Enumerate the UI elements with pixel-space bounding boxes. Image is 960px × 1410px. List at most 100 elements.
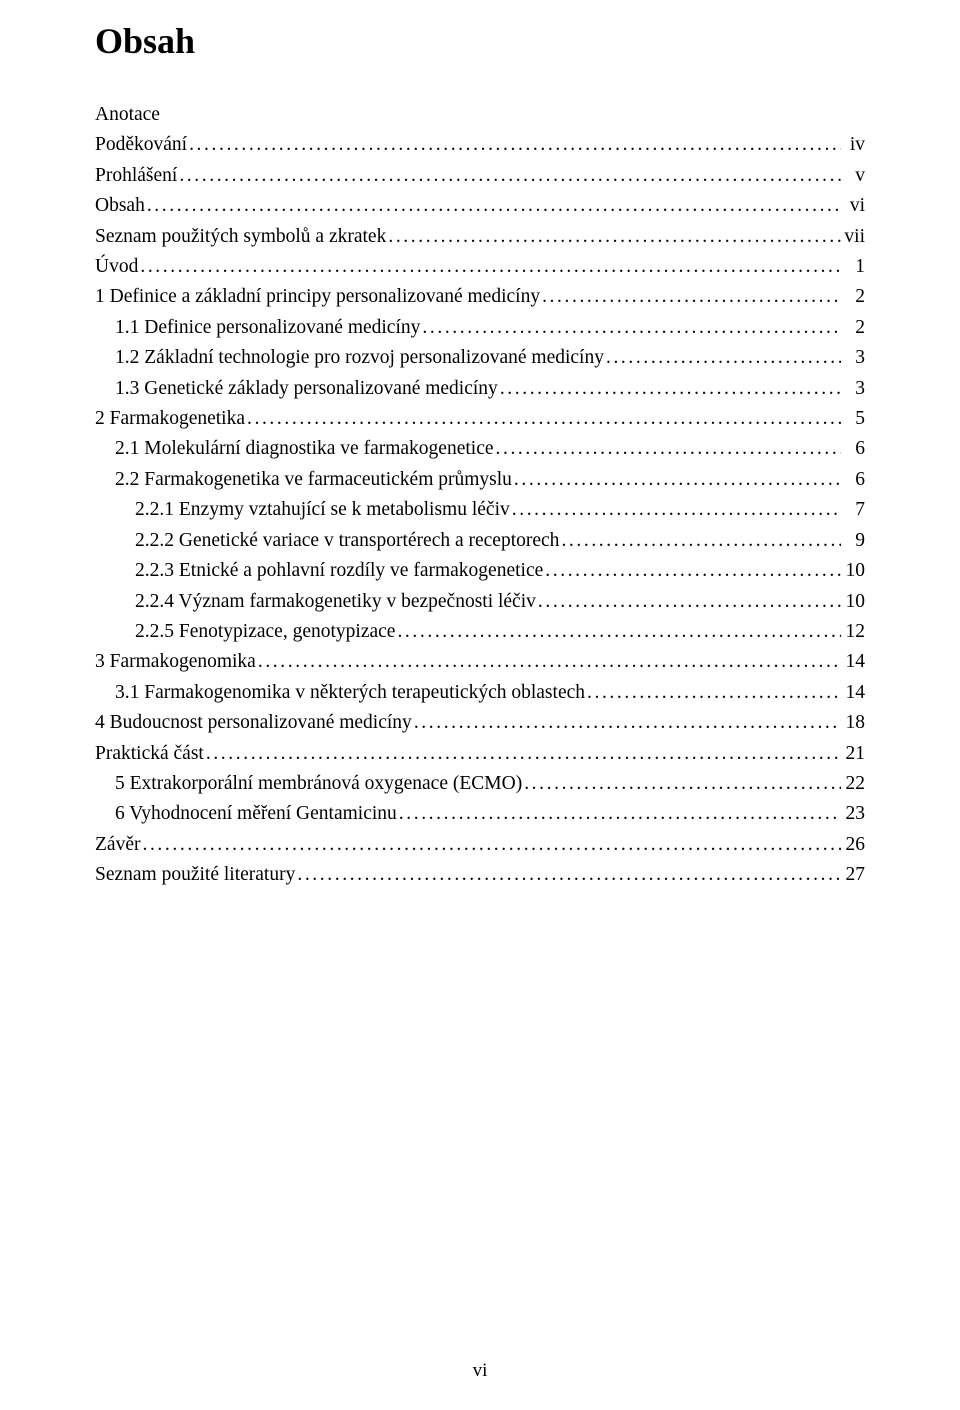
- toc-entry-page: vi: [841, 191, 865, 221]
- toc-entry-label: 2.2 Farmakogenetika ve farmaceutickém pr…: [115, 465, 512, 495]
- toc-leader-dots: [397, 799, 841, 829]
- toc-entry-page: 18: [841, 708, 865, 738]
- toc-leader-dots: [256, 647, 841, 677]
- toc-entry-label: 2 Farmakogenetika: [95, 404, 245, 434]
- toc-entry-page: v: [841, 161, 865, 191]
- toc-leader-dots: [494, 434, 842, 464]
- toc-entry-label: Seznam použité literatury: [95, 860, 295, 890]
- toc-entry-page: 6: [841, 434, 865, 464]
- toc-entry[interactable]: 2.2.2 Genetické variace v transportérech…: [95, 526, 865, 556]
- toc-entry-label: Závěr: [95, 830, 140, 860]
- toc-entry[interactable]: 6 Vyhodnocení měření Gentamicinu 23: [95, 799, 865, 829]
- toc-leader-dots: [140, 830, 841, 860]
- toc-entry-label: Prohlášení: [95, 161, 177, 191]
- toc-leader-dots: [498, 374, 841, 404]
- page-number: vi: [0, 1360, 960, 1382]
- toc-entry[interactable]: Obsah vi: [95, 191, 865, 221]
- toc-entry-page: 3: [841, 343, 865, 373]
- toc-entry[interactable]: 2.2.5 Fenotypizace, genotypizace 12: [95, 617, 865, 647]
- toc-entry[interactable]: 2.2.3 Etnické a pohlavní rozdíly ve farm…: [95, 556, 865, 586]
- toc-entry-label: 2.1 Molekulární diagnostika ve farmakoge…: [115, 434, 494, 464]
- toc-entry-page: 14: [841, 678, 865, 708]
- toc-entry[interactable]: Úvod1: [95, 252, 865, 282]
- toc-entry[interactable]: 2.2.4 Význam farmakogenetiky v bezpečnos…: [95, 587, 865, 617]
- toc-entry-page: 7: [841, 495, 865, 525]
- toc-entry[interactable]: 1.1 Definice personalizované medicíny 2: [95, 313, 865, 343]
- toc-entry[interactable]: 1 Definice a základní principy personali…: [95, 282, 865, 312]
- toc-entry-label: 2.2.4 Význam farmakogenetiky v bezpečnos…: [135, 587, 536, 617]
- toc-entry[interactable]: 2.2 Farmakogenetika ve farmaceutickém pr…: [95, 465, 865, 495]
- toc-entry[interactable]: Seznam použité literatury 27: [95, 860, 865, 890]
- toc-leader-dots: [138, 252, 841, 282]
- toc-leader-dots: [245, 404, 841, 434]
- toc-entry[interactable]: 5 Extrakorporální membránová oxygenace (…: [95, 769, 865, 799]
- toc-entry-label: 1.1 Definice personalizované medicíny: [115, 313, 420, 343]
- toc-entry-page: 12: [841, 617, 865, 647]
- toc-entry-page: vii: [841, 222, 865, 252]
- toc-entry[interactable]: 3.1 Farmakogenomika v některých terapeut…: [95, 678, 865, 708]
- toc-entry-label: 4 Budoucnost personalizované medicíny: [95, 708, 412, 738]
- toc-leader-dots: [204, 739, 841, 769]
- toc-leader-dots: [187, 130, 841, 160]
- toc-entry-page: 2: [841, 313, 865, 343]
- toc-entry-page: 6: [841, 465, 865, 495]
- toc-entry-label: 5 Extrakorporální membránová oxygenace (…: [115, 769, 522, 799]
- page-title: Obsah: [95, 20, 865, 62]
- toc-entry-page: 10: [841, 587, 865, 617]
- toc-entry[interactable]: 2.2.1 Enzymy vztahující se k metabolismu…: [95, 495, 865, 525]
- toc-entry-page: 22: [841, 769, 865, 799]
- toc-entry[interactable]: 4 Budoucnost personalizované medicíny 18: [95, 708, 865, 738]
- toc-leader-dots: [295, 860, 841, 890]
- toc-entry-label: 2.2.3 Etnické a pohlavní rozdíly ve farm…: [135, 556, 543, 586]
- toc-entry-label: Anotace: [95, 100, 160, 130]
- toc-entry-label: Obsah: [95, 191, 145, 221]
- toc-leader-dots: [540, 282, 841, 312]
- toc-entry-label: 3.1 Farmakogenomika v některých terapeut…: [115, 678, 585, 708]
- toc-leader-dots: [145, 191, 841, 221]
- toc-entry-page: 26: [841, 830, 865, 860]
- toc-leader-dots: [420, 313, 841, 343]
- toc-entry-label: 6 Vyhodnocení měření Gentamicinu: [115, 799, 397, 829]
- toc-leader-dots: [536, 587, 841, 617]
- table-of-contents: AnotacePoděkováníivProhlášenívObsahviSez…: [95, 100, 865, 891]
- toc-entry[interactable]: Poděkování iv: [95, 130, 865, 160]
- toc-entry[interactable]: Anotace: [95, 100, 865, 130]
- toc-leader-dots: [543, 556, 841, 586]
- toc-entry-page: 10: [841, 556, 865, 586]
- toc-entry[interactable]: 2.1 Molekulární diagnostika ve farmakoge…: [95, 434, 865, 464]
- toc-entry-page: 3: [841, 374, 865, 404]
- toc-entry-page: 9: [841, 526, 865, 556]
- toc-entry-label: 2.2.2 Genetické variace v transportérech…: [135, 526, 559, 556]
- toc-leader-dots: [177, 161, 841, 191]
- toc-entry-page: 27: [841, 860, 865, 890]
- toc-leader-dots: [512, 465, 841, 495]
- toc-entry-page: 2: [841, 282, 865, 312]
- toc-entry-label: Seznam použitých symbolů a zkratek: [95, 222, 386, 252]
- toc-entry-label: Praktická část: [95, 739, 204, 769]
- toc-leader-dots: [386, 222, 841, 252]
- toc-entry[interactable]: 3 Farmakogenomika 14: [95, 647, 865, 677]
- toc-leader-dots: [522, 769, 841, 799]
- toc-entry-label: 1.2 Základní technologie pro rozvoj pers…: [115, 343, 604, 373]
- toc-leader-dots: [395, 617, 841, 647]
- toc-entry[interactable]: 1.3 Genetické základy personalizované me…: [95, 374, 865, 404]
- toc-entry-page: 23: [841, 799, 865, 829]
- toc-entry-label: 2.2.1 Enzymy vztahující se k metabolismu…: [135, 495, 510, 525]
- toc-entry[interactable]: Praktická část 21: [95, 739, 865, 769]
- toc-entry[interactable]: 2 Farmakogenetika5: [95, 404, 865, 434]
- toc-entry-page: 14: [841, 647, 865, 677]
- toc-entry[interactable]: Seznam použitých symbolů a zkratek vii: [95, 222, 865, 252]
- toc-entry-label: 2.2.5 Fenotypizace, genotypizace: [135, 617, 395, 647]
- toc-leader-dots: [412, 708, 841, 738]
- toc-entry[interactable]: 1.2 Základní technologie pro rozvoj pers…: [95, 343, 865, 373]
- toc-entry-page: 1: [841, 252, 865, 282]
- toc-entry[interactable]: Prohlášení v: [95, 161, 865, 191]
- toc-entry-page: 21: [841, 739, 865, 769]
- toc-entry[interactable]: Závěr 26: [95, 830, 865, 860]
- toc-leader-dots: [510, 495, 841, 525]
- toc-leader-dots: [604, 343, 841, 373]
- toc-entry-page: iv: [841, 130, 865, 160]
- toc-entry-label: 3 Farmakogenomika: [95, 647, 256, 677]
- toc-entry-label: 1 Definice a základní principy personali…: [95, 282, 540, 312]
- toc-entry-label: Poděkování: [95, 130, 187, 160]
